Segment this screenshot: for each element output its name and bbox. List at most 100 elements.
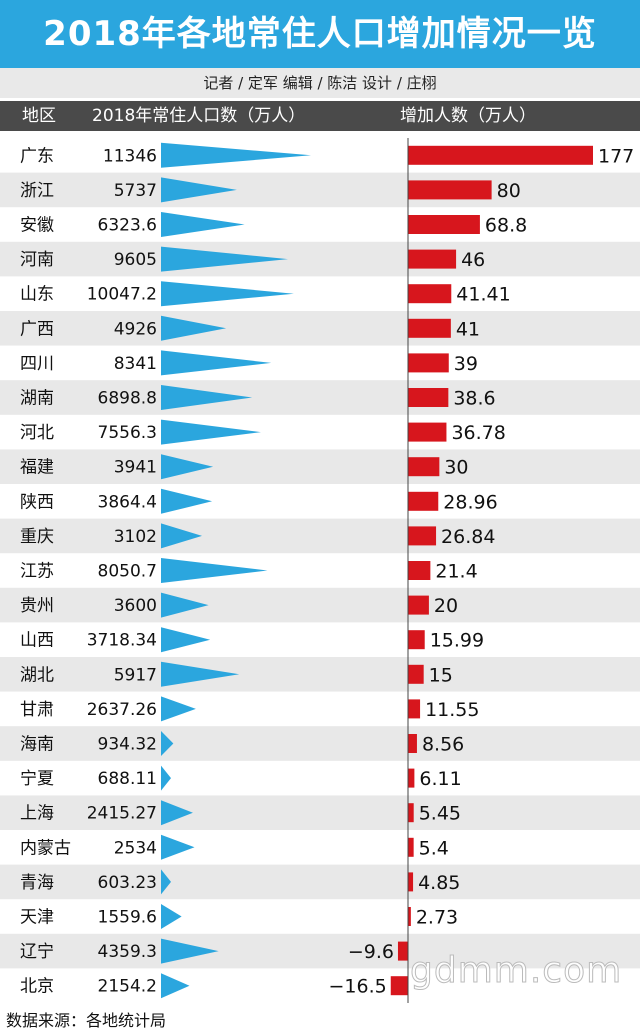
- increase-value: 38.6: [453, 388, 495, 410]
- increase-value: 36.78: [451, 422, 505, 444]
- increase-bar: [408, 491, 439, 511]
- region-label: 浙江: [20, 181, 54, 201]
- population-triangle: [161, 419, 261, 445]
- increase-bar: [408, 907, 411, 926]
- population-triangle: [161, 212, 245, 237]
- increase-value: 30: [444, 457, 468, 479]
- region-label: 广东: [20, 146, 54, 166]
- increase-value: 15.99: [430, 630, 484, 652]
- region-label: 河南: [20, 250, 54, 270]
- row-stripe: [0, 449, 640, 484]
- increase-value: 68.8: [485, 215, 527, 237]
- increase-bar: [408, 249, 457, 269]
- increase-value: 4.85: [418, 872, 460, 894]
- increase-bar: [408, 353, 449, 373]
- population-value: 603.23: [98, 873, 157, 893]
- population-value: 2637.26: [87, 700, 157, 720]
- region-label: 广西: [20, 319, 54, 339]
- increase-value: 80: [497, 180, 521, 202]
- increase-bar: [408, 561, 431, 580]
- increase-bar: [408, 180, 492, 200]
- increase-value: 5.4: [419, 837, 449, 859]
- row-stripe: [0, 795, 640, 830]
- population-value: 2534: [114, 838, 157, 858]
- increase-value: 46: [461, 249, 485, 271]
- row-stripe: [0, 657, 640, 692]
- credits-line: 记者 / 定军 编辑 / 陈洁 设计 / 庄栩: [0, 68, 640, 98]
- row-stripe: [0, 933, 640, 969]
- row-stripe: [0, 311, 640, 346]
- row-stripe: [0, 172, 640, 208]
- increase-bar: [408, 872, 414, 892]
- population-value: 3864.4: [98, 492, 157, 512]
- region-label: 山东: [20, 285, 54, 305]
- population-triangle: [161, 696, 196, 722]
- header-region: 地区: [22, 106, 56, 126]
- region-label: 重庆: [20, 527, 54, 547]
- region-label: 海南: [20, 735, 54, 755]
- region-label: 天津: [20, 908, 54, 928]
- region-label: 宁夏: [20, 769, 54, 789]
- population-triangle: [161, 973, 190, 999]
- region-label: 甘肃: [20, 700, 54, 720]
- population-value: 5917: [114, 665, 157, 685]
- population-triangle: [161, 488, 213, 514]
- population-triangle: [161, 523, 203, 549]
- row-stripe: [0, 241, 640, 277]
- increase-bar: [397, 941, 408, 961]
- increase-value: 6.11: [419, 768, 461, 790]
- population-value: 10047.2: [87, 285, 157, 305]
- population-triangle: [161, 142, 311, 168]
- population-triangle: [161, 627, 211, 653]
- region-label: 贵州: [20, 596, 54, 616]
- population-triangle: [161, 592, 209, 618]
- population-triangle: [161, 246, 288, 272]
- population-value: 8341: [114, 354, 157, 374]
- table-header: 地区 2018年常住人口数（万人） 增加人数（万人）: [0, 101, 640, 131]
- watermark: gdmm.com: [409, 950, 623, 992]
- increase-value: 39: [454, 353, 478, 375]
- population-value: 3718.34: [87, 631, 157, 651]
- population-value: 4926: [114, 319, 157, 339]
- region-label: 内蒙古: [20, 838, 71, 858]
- increase-bar: [408, 699, 421, 719]
- increase-bar: [408, 284, 452, 304]
- increase-bar: [408, 664, 424, 684]
- population-value: 3102: [114, 527, 157, 547]
- population-value: 7556.3: [98, 423, 157, 443]
- increase-value: 5.45: [419, 803, 461, 825]
- population-triangle: [161, 454, 214, 480]
- population-value: 934.32: [98, 735, 157, 755]
- population-value: 6898.8: [98, 389, 157, 409]
- population-value: 8050.7: [98, 562, 157, 582]
- population-value: 3600: [114, 596, 157, 616]
- region-label: 福建: [20, 458, 54, 478]
- increase-bar: [408, 422, 447, 442]
- population-value: 11346: [103, 146, 157, 166]
- region-label: 北京: [20, 977, 54, 997]
- population-triangle: [161, 731, 174, 756]
- increase-bar: [408, 457, 440, 477]
- population-value: 2415.27: [87, 804, 157, 824]
- increase-value: −16.5: [329, 976, 387, 998]
- increase-bar: [408, 388, 449, 407]
- population-value: 4359.3: [98, 942, 157, 962]
- increase-bar: [408, 734, 417, 753]
- region-label: 河北: [20, 423, 54, 443]
- increase-value: 8.56: [422, 734, 464, 756]
- header-increase: 增加人数（万人）: [400, 106, 536, 126]
- page-title: 2018年各地常住人口增加情况一览: [0, 0, 640, 68]
- increase-bar: [408, 768, 415, 788]
- row-stripe: [0, 380, 640, 415]
- population-triangle: [161, 385, 253, 410]
- row-stripe: [0, 587, 640, 623]
- increase-value: 20: [434, 595, 458, 617]
- region-label: 山西: [20, 631, 54, 651]
- region-label: 陕西: [20, 492, 54, 512]
- increase-value: 28.96: [443, 491, 497, 513]
- population-triangle: [161, 765, 171, 791]
- population-value: 1559.6: [98, 908, 157, 928]
- row-stripe: [0, 518, 640, 554]
- population-triangle: [161, 350, 272, 376]
